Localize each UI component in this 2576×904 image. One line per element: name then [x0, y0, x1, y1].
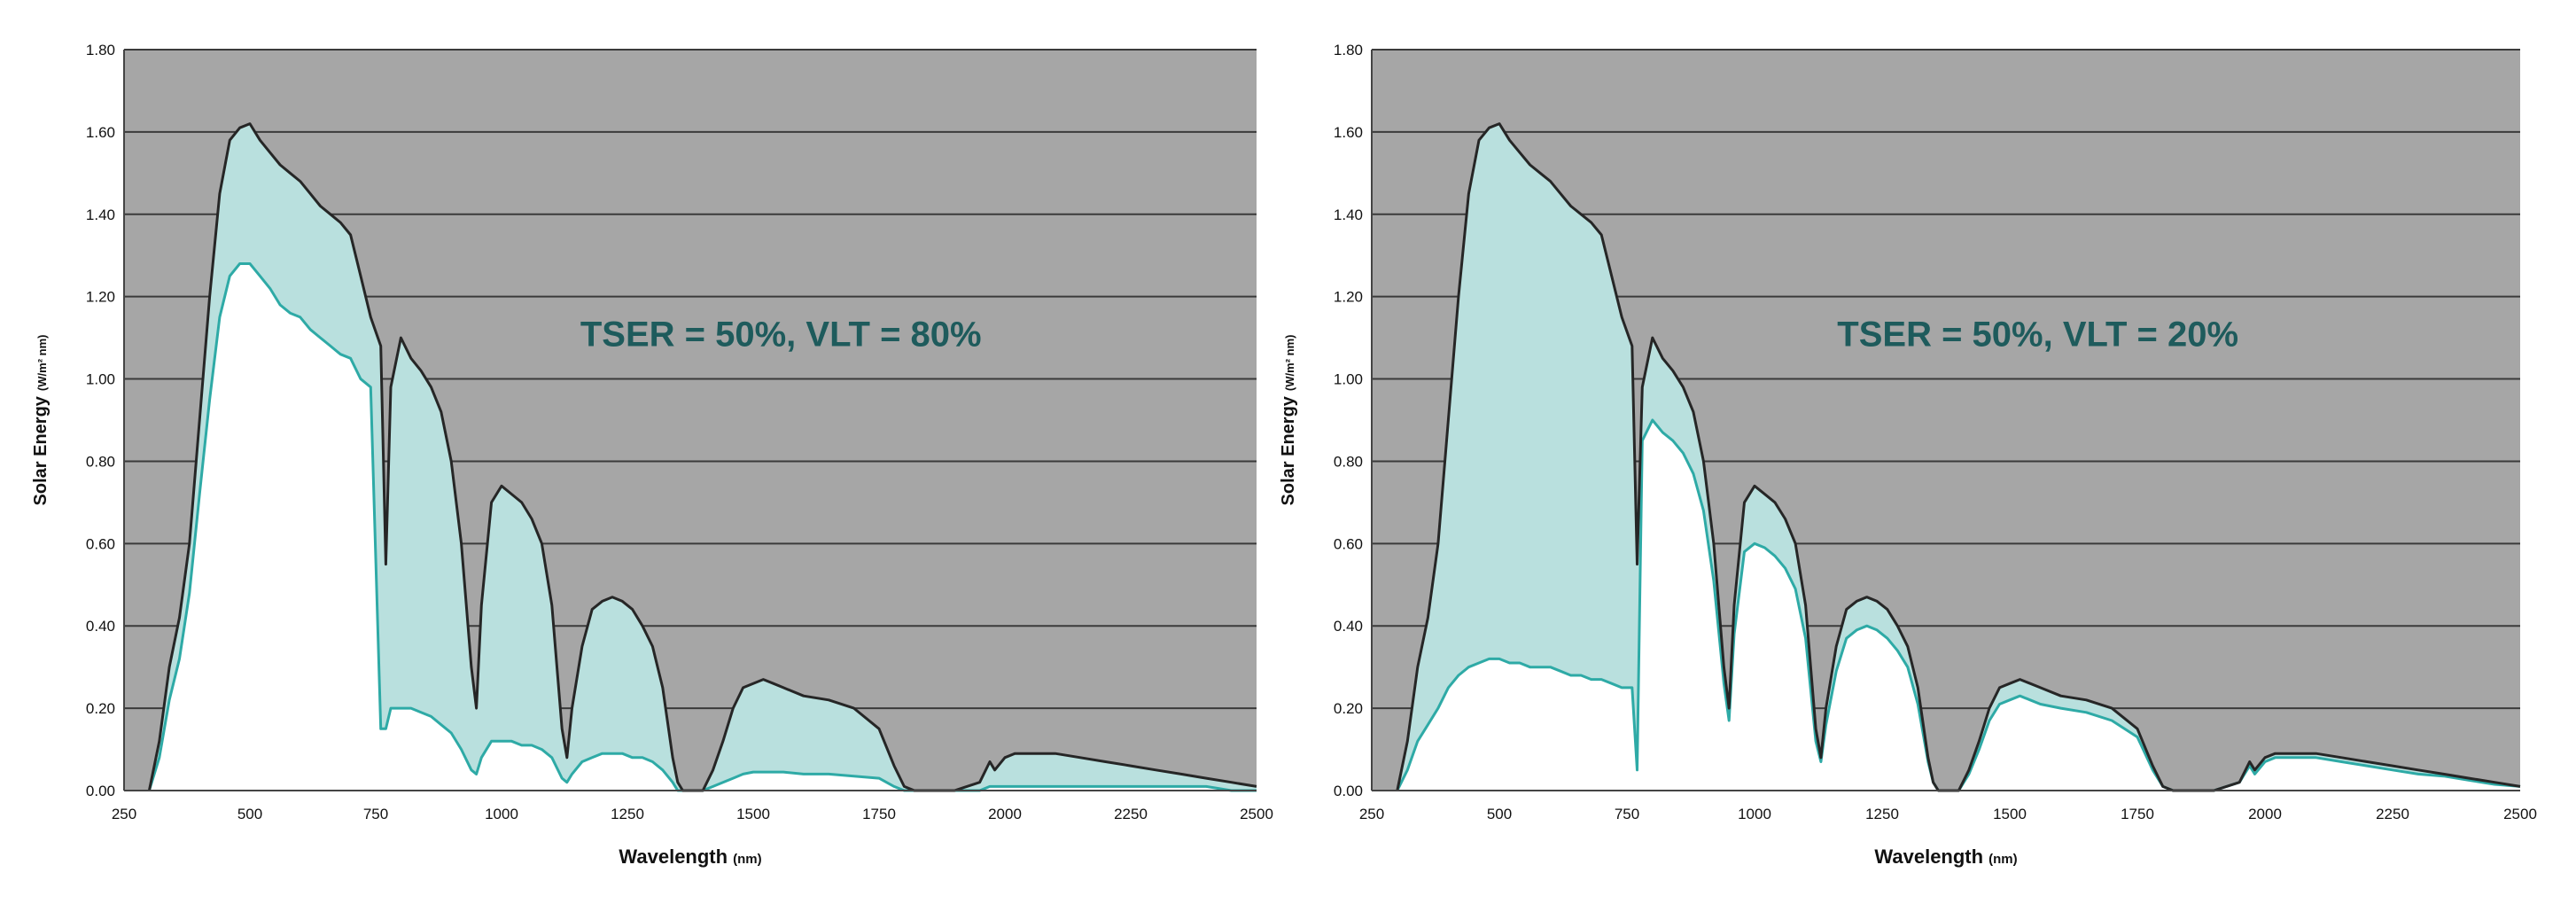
absorbed-area	[149, 123, 1257, 791]
y-tick-label: 0.40	[86, 618, 115, 635]
chart-left: 0.00 0.20 0.40 0.60 0.80 1.00 1.20 1.40 1.60 1.80…	[31, 42, 1273, 868]
annotation-label: TSER = 50%, VLT = 20%	[1837, 315, 2238, 354]
chart-right: 0.00 0.20 0.40 0.60 0.80 1.00 1.20 1.40 1.60 1.80…	[1279, 42, 2537, 868]
x-tick-label: 2000	[988, 806, 1022, 822]
x-axis-unit: (nm)	[733, 852, 762, 867]
x-axis-unit: (nm)	[1988, 852, 2018, 867]
y-tick-label: 1.40	[1334, 207, 1363, 223]
y-tick-label: 1.20	[1334, 289, 1363, 306]
x-axis-label: Wavelength (nm)	[619, 846, 761, 868]
x-tick-label: 1500	[736, 806, 770, 822]
transmitted-area	[1397, 420, 2520, 791]
y-tick-label: 1.60	[1334, 124, 1363, 141]
x-tick-label: 1250	[611, 806, 644, 822]
incident-series-line	[147, 122, 1257, 792]
y-tick-label: 0.60	[86, 535, 115, 552]
incident-series-line	[1396, 122, 2521, 792]
x-tick-label: 1750	[862, 806, 896, 822]
y-tick-label: 1.60	[86, 124, 115, 141]
x-tick-label: 250	[1359, 806, 1384, 822]
y-tick-label: 1.80	[86, 42, 115, 58]
transmitted-series-line	[147, 262, 1257, 792]
x-axis-title: Wavelength	[619, 846, 728, 868]
x-tick-label: 1750	[2121, 806, 2154, 822]
y-tick-label: 0.00	[86, 783, 115, 799]
x-tick-label: 2000	[2248, 806, 2282, 822]
x-tick-label: 2250	[2376, 806, 2409, 822]
y-tick-label: 1.00	[86, 371, 115, 388]
x-axis-label: Wavelength (nm)	[1874, 846, 2017, 868]
y-tick-label: 0.40	[1334, 618, 1363, 635]
x-tick-label: 750	[1615, 806, 1639, 822]
y-axis-label: Solar Energy (W/m² nm)	[1279, 335, 1298, 506]
y-axis-title: Solar Energy	[1279, 395, 1298, 505]
y-tick-label: 0.80	[1334, 453, 1363, 470]
y-axis-unit: (W/m² nm)	[35, 335, 49, 392]
y-tick-label: 0.00	[1334, 783, 1363, 799]
x-tick-label: 250	[112, 806, 136, 822]
x-axis-title: Wavelength	[1874, 846, 1983, 868]
x-tick-label: 1250	[1865, 806, 1899, 822]
x-tick-label: 1000	[485, 806, 518, 822]
y-tick-label: 1.80	[1334, 42, 1363, 58]
transmitted-area	[149, 263, 1257, 791]
x-tick-label: 1000	[1738, 806, 1771, 822]
y-tick-label: 1.00	[1334, 371, 1363, 388]
y-tick-label: 0.60	[1334, 535, 1363, 552]
y-tick-label: 0.80	[86, 453, 115, 470]
x-tick-label: 2500	[2503, 806, 2537, 822]
x-tick-label: 1500	[1993, 806, 2027, 822]
y-axis-title: Solar Energy	[31, 395, 51, 505]
x-tick-label: 750	[363, 806, 388, 822]
y-tick-label: 0.20	[1334, 700, 1363, 717]
x-tick-label: 500	[1487, 806, 1512, 822]
x-tick-label: 2500	[1240, 806, 1273, 822]
y-tick-label: 1.40	[86, 207, 115, 223]
annotation-label: TSER = 50%, VLT = 80%	[580, 315, 982, 354]
y-tick-label: 1.20	[86, 289, 115, 306]
y-axis-unit: (W/m² nm)	[1283, 335, 1296, 392]
y-axis-label: Solar Energy (W/m² nm)	[31, 335, 51, 506]
x-tick-label: 500	[237, 806, 262, 822]
x-tick-label: 2250	[1114, 806, 1148, 822]
y-tick-label: 0.20	[86, 700, 115, 717]
